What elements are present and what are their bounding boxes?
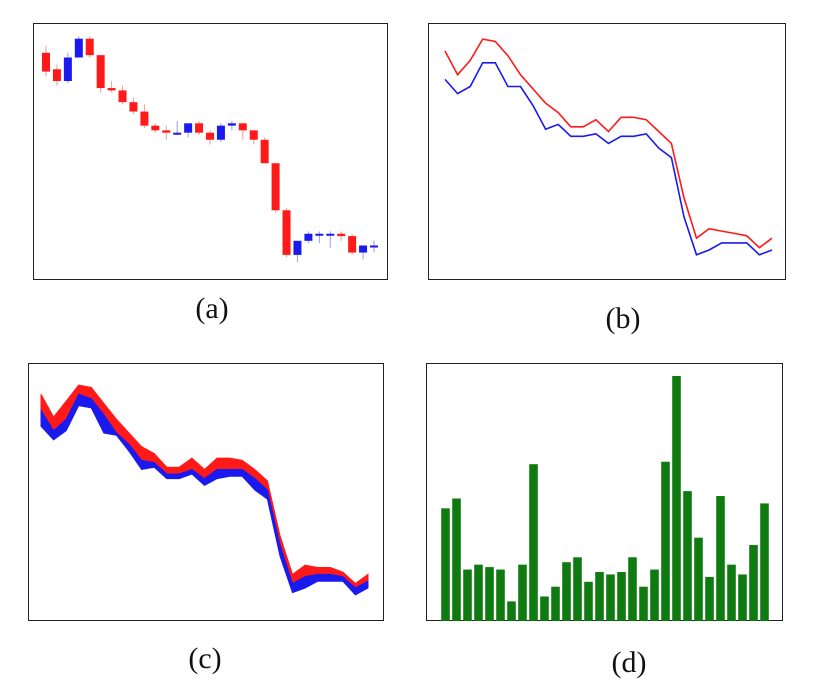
band-chart-panel bbox=[28, 363, 384, 621]
candle-body bbox=[348, 236, 357, 253]
bar bbox=[452, 498, 461, 621]
bar bbox=[518, 564, 527, 621]
candle-body bbox=[271, 163, 280, 211]
candle-body bbox=[42, 52, 50, 72]
bar bbox=[617, 572, 626, 621]
bar bbox=[584, 581, 593, 621]
candle-body bbox=[293, 240, 302, 255]
candle-body bbox=[227, 123, 236, 126]
bar bbox=[595, 572, 604, 621]
caption-b: (b) bbox=[605, 302, 641, 335]
candle-body bbox=[162, 130, 171, 133]
bar-chart-panel bbox=[426, 363, 783, 621]
candle-body bbox=[238, 123, 247, 131]
candlestick-chart-panel bbox=[33, 23, 388, 280]
bar bbox=[573, 557, 582, 621]
bar bbox=[562, 562, 571, 621]
candle-body bbox=[206, 132, 214, 140]
bar bbox=[507, 601, 516, 621]
bar bbox=[496, 569, 505, 621]
caption-d: (d) bbox=[611, 646, 647, 679]
candle-body bbox=[282, 210, 291, 255]
candle-body bbox=[195, 123, 204, 133]
bar bbox=[441, 508, 450, 621]
candle-body bbox=[359, 245, 368, 253]
bar bbox=[540, 596, 549, 621]
bar bbox=[760, 503, 769, 621]
upper-band bbox=[40, 384, 369, 589]
candle-body bbox=[85, 38, 94, 56]
series-line-1 bbox=[444, 38, 773, 249]
bar bbox=[474, 564, 483, 621]
bar bbox=[727, 564, 736, 621]
series-line-2 bbox=[444, 61, 773, 256]
bar-plot bbox=[441, 376, 769, 621]
caption-c: (c) bbox=[188, 642, 222, 675]
bar bbox=[749, 545, 758, 621]
candle-body bbox=[96, 55, 105, 89]
candle-body bbox=[249, 130, 258, 140]
candle-body bbox=[52, 69, 61, 81]
candle-body bbox=[184, 123, 193, 133]
candle-body bbox=[216, 125, 225, 140]
bar bbox=[683, 491, 692, 621]
bar bbox=[672, 376, 681, 621]
bar bbox=[694, 537, 703, 621]
candle-body bbox=[304, 233, 313, 241]
candlestick-plot bbox=[42, 36, 378, 262]
bar bbox=[705, 576, 714, 621]
bar bbox=[661, 461, 670, 621]
candle-body bbox=[173, 132, 182, 135]
bar bbox=[551, 586, 560, 621]
candle-body bbox=[129, 102, 138, 112]
bar bbox=[639, 586, 648, 621]
lower-band bbox=[40, 393, 369, 596]
caption-a: (a) bbox=[195, 292, 229, 325]
bar bbox=[628, 557, 637, 621]
candle-body bbox=[63, 57, 72, 81]
candle-body bbox=[337, 233, 346, 237]
line-chart-panel bbox=[428, 23, 786, 280]
bar bbox=[738, 574, 747, 621]
line-plot bbox=[444, 38, 773, 256]
bar bbox=[606, 574, 615, 621]
bar bbox=[650, 569, 659, 621]
candle-body bbox=[140, 111, 149, 126]
bar bbox=[485, 567, 494, 621]
candle-body bbox=[151, 125, 160, 131]
candle-body bbox=[260, 139, 269, 164]
candle-body bbox=[74, 38, 83, 58]
candle-body bbox=[107, 88, 116, 91]
bar bbox=[463, 569, 472, 621]
band-plot bbox=[40, 384, 369, 596]
candle-body bbox=[118, 90, 127, 103]
bar bbox=[716, 496, 725, 621]
candle-body bbox=[315, 233, 324, 236]
candle-body bbox=[326, 233, 335, 236]
bar bbox=[529, 464, 538, 621]
candle-body bbox=[370, 245, 378, 248]
